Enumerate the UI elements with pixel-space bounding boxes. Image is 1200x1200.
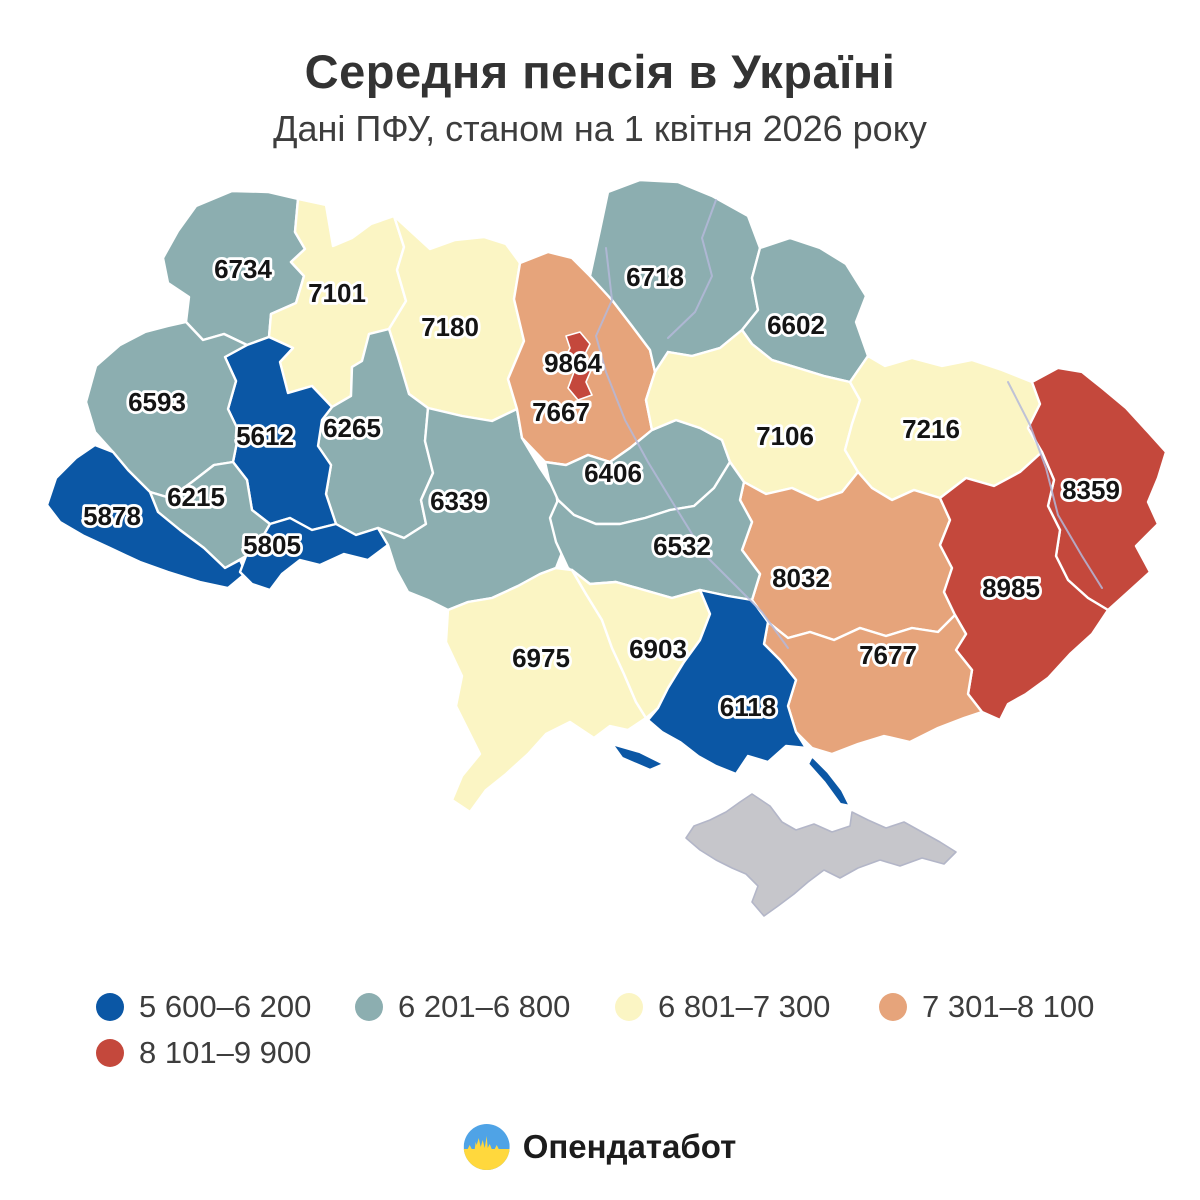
- region-value-label: 6975: [512, 643, 570, 673]
- legend-color-dot: [615, 993, 643, 1021]
- region-value-label: 9864: [544, 348, 602, 378]
- donets-river-line: [1007, 381, 1103, 589]
- legend-color-dot: [879, 993, 907, 1021]
- map-region: [45, 443, 248, 590]
- region-value-label: 6118: [720, 692, 776, 722]
- opendatabot-logo: Опендатабот: [463, 1124, 737, 1170]
- region-value-label: 5612: [236, 421, 294, 451]
- map-region-crimea-no-data: [685, 793, 957, 917]
- map-region: [938, 450, 1110, 722]
- legend-item: 8 101–9 900: [96, 1035, 312, 1070]
- legend-item-label: 7 301–8 100: [922, 989, 1095, 1024]
- region-value-label: 8359: [1062, 475, 1120, 505]
- region-value-label: 6593: [128, 387, 186, 417]
- legend-item-label: 8 101–9 900: [139, 1035, 312, 1070]
- region-value-label: 7106: [756, 421, 814, 451]
- brand-name: Опендатабот: [522, 1128, 737, 1165]
- map-region: [646, 588, 808, 776]
- region-value-label: 7180: [421, 312, 479, 342]
- desna-river-line: [667, 199, 717, 339]
- page-title: Середня пенсія в Україні: [304, 45, 896, 98]
- region-value-label: 6903: [629, 634, 687, 664]
- region-value-label: 8985: [982, 573, 1040, 603]
- region-value-label: 6602: [767, 310, 825, 340]
- region-value-label: 8032: [772, 563, 830, 593]
- region-value-label: 5878: [83, 501, 141, 531]
- region-value-label: 7667: [532, 397, 590, 427]
- map-region: [238, 516, 390, 592]
- region-value-label: 7216: [902, 414, 960, 444]
- region-value-label: 7677: [859, 640, 917, 670]
- legend-item: 5 600–6 200: [96, 989, 312, 1024]
- region-value-label: 6718: [626, 262, 684, 292]
- coastal-spit: [610, 742, 666, 772]
- map-region: [444, 566, 648, 814]
- region-value-label: 6734: [214, 254, 272, 284]
- region-value-label: 6339: [430, 486, 488, 516]
- opendatabot-icon: [463, 1124, 510, 1170]
- map-region: [738, 470, 957, 642]
- page-subtitle: Дані ПФУ, станом на 1 квітня 2026 року: [273, 108, 927, 149]
- legend-item-label: 6 801–7 300: [658, 989, 831, 1024]
- region-value-label: 6406: [584, 458, 642, 488]
- legend-color-dot: [96, 1039, 124, 1067]
- legend-color-dot: [355, 993, 383, 1021]
- legend-item-label: 6 201–6 800: [398, 989, 571, 1024]
- region-value-label: 5805: [243, 530, 301, 560]
- legend-color-dot: [96, 993, 124, 1021]
- region-value-label: 7101: [308, 278, 366, 308]
- legend-item: 6 201–6 800: [355, 989, 571, 1024]
- legend-item: 6 801–7 300: [615, 989, 831, 1024]
- dnipro-river-line: [594, 247, 789, 649]
- coastal-spit: [806, 754, 852, 808]
- map-region-kyiv-city: [563, 331, 593, 401]
- legend-item-label: 5 600–6 200: [139, 989, 312, 1024]
- region-value-label: 6265: [323, 413, 381, 443]
- legend-item: 7 301–8 100: [879, 989, 1095, 1024]
- region-value-label: 6532: [653, 531, 711, 561]
- region-value-label: 6215: [167, 482, 225, 512]
